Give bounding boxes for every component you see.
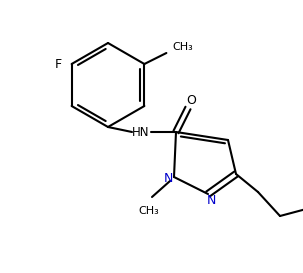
Text: F: F — [55, 58, 62, 70]
Text: O: O — [186, 94, 196, 108]
Text: CH₃: CH₃ — [172, 42, 193, 52]
Text: N: N — [206, 194, 216, 207]
Text: N: N — [163, 171, 173, 185]
Text: CH₃: CH₃ — [139, 206, 159, 216]
Text: HN: HN — [132, 126, 150, 138]
